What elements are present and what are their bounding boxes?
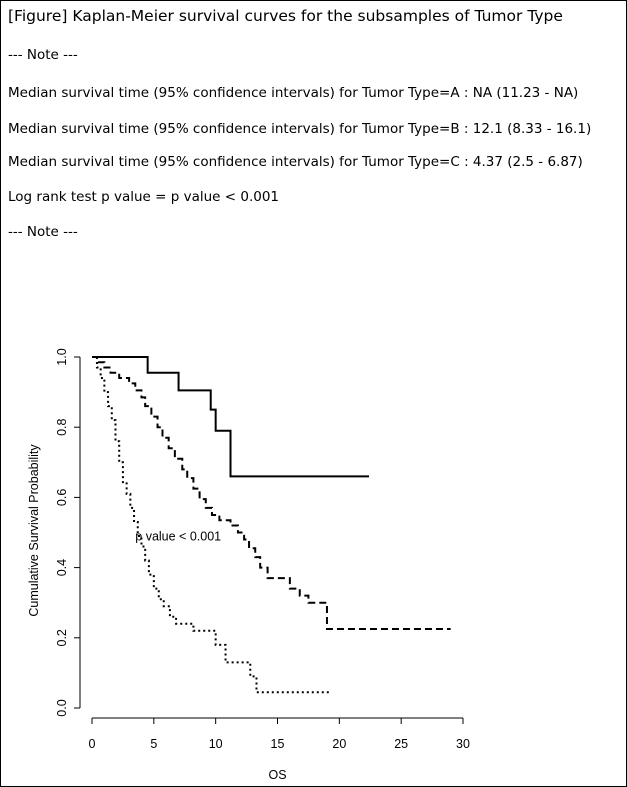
note-footer: --- Note --- [8, 224, 78, 240]
median-survival-type-b: Median survival time (95% confidence int… [8, 121, 592, 137]
chart-axes: 0 5 10 15 20 25 30 0.0 0.2 0.4 0.6 0.8 1.0 [55, 348, 470, 751]
survival-curve-dotted [92, 356, 330, 694]
survival-curve-solid [92, 356, 370, 478]
y-tick-label: 0.6 [55, 489, 69, 506]
x-tick-label: 30 [456, 737, 470, 751]
y-tick-label: 1.0 [55, 348, 69, 365]
x-tick-label: 10 [209, 737, 223, 751]
note-header: --- Note --- [8, 47, 78, 63]
figure-title: [Figure] Kaplan-Meier survival curves fo… [8, 7, 563, 25]
x-tick-label: 0 [89, 737, 96, 751]
median-survival-type-a: Median survival time (95% confidence int… [8, 85, 579, 101]
x-tick-label: 25 [394, 737, 408, 751]
y-tick-label: 0.0 [55, 699, 69, 716]
median-survival-type-c: Median survival time (95% confidence int… [8, 154, 583, 170]
x-axis-label: OS [268, 768, 286, 782]
y-axis-label: Cumulative Survival Probability [27, 444, 41, 617]
x-tick-label: 15 [271, 737, 285, 751]
x-tick-label: 5 [150, 737, 157, 751]
y-tick-label: 0.4 [55, 559, 69, 576]
x-tick-label: 20 [332, 737, 346, 751]
survival-curve-dashed [92, 356, 451, 631]
y-tick-label: 0.8 [55, 418, 69, 435]
y-tick-label: 0.2 [55, 629, 69, 646]
survival-curves [92, 356, 451, 694]
log-rank-result: Log rank test p value = p value < 0.001 [8, 189, 280, 205]
p-value-annotation: p value < 0.001 [135, 530, 221, 544]
